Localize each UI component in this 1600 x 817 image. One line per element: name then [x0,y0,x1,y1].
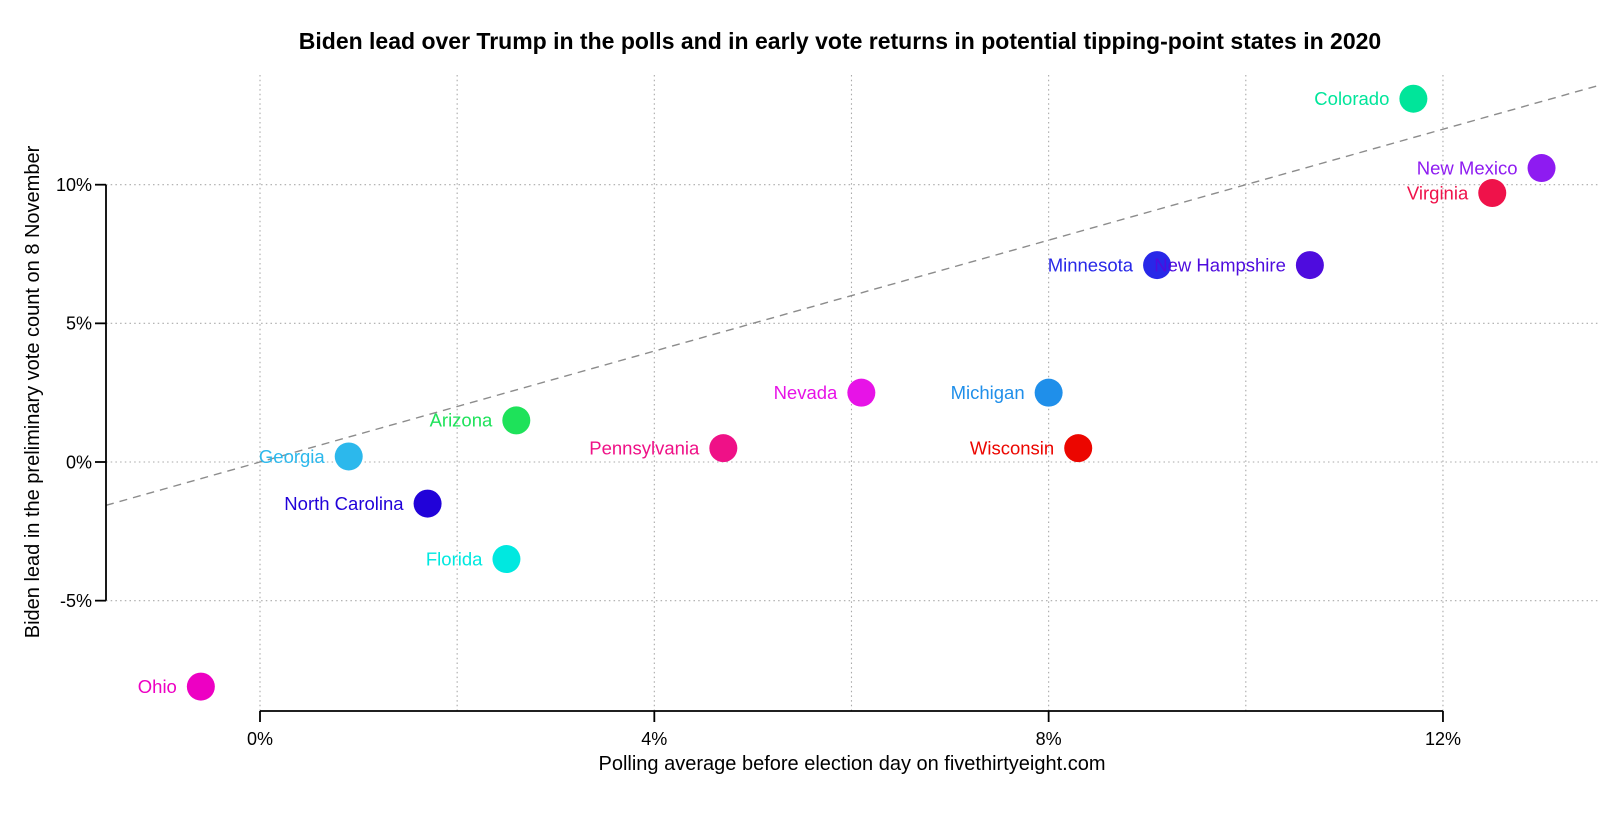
point-label-arizona: Arizona [430,410,493,431]
data-point-arizona [502,406,531,435]
y-tick-label: 10% [56,175,92,195]
y-tick-label: -5% [60,591,92,611]
x-axis-title: Polling average before election day on f… [599,753,1106,775]
chart-title: Biden lead over Trump in the polls and i… [299,28,1381,54]
point-label-nevada: Nevada [774,382,838,403]
point-label-ohio: Ohio [138,676,177,697]
point-label-pennsylvania: Pennsylvania [589,437,700,458]
data-point-virginia [1478,179,1507,208]
data-points [186,84,1556,701]
data-point-new-hampshire [1295,251,1324,280]
point-label-michigan: Michigan [951,382,1025,403]
identity-line [105,84,1600,506]
data-point-florida [492,545,521,574]
data-point-nevada [847,378,876,407]
data-point-colorado [1399,84,1428,113]
point-labels: Ohio Georgia North Carolina Florida Arizona P… [138,88,1518,697]
data-point-north-carolina [413,489,442,518]
axes [95,183,1444,722]
y-tick-label: 0% [66,452,92,472]
data-point-georgia [334,442,363,471]
point-label-colorado: Colorado [1314,88,1389,109]
identity-reference-line [105,84,1600,506]
data-point-new-mexico [1527,154,1556,183]
point-label-new-hampshire: New Hampshire [1154,254,1286,275]
data-point-wisconsin [1064,434,1093,463]
axis-tick-labels: 0% 4% 8% 12% -5% 0% 5% 10% [56,175,1461,749]
point-label-minnesota: Minnesota [1048,254,1134,275]
x-tick-label: 8% [1036,729,1062,749]
data-point-pennsylvania [709,434,738,463]
data-point-ohio [186,672,215,701]
point-label-new-mexico: New Mexico [1417,157,1518,178]
point-label-virginia: Virginia [1407,182,1469,203]
y-tick-label: 5% [66,314,92,334]
data-point-minnesota [1143,251,1172,280]
point-label-wisconsin: Wisconsin [970,437,1054,458]
x-tick-label: 4% [641,729,667,749]
x-tick-label: 12% [1425,729,1461,749]
point-label-georgia: Georgia [259,446,326,467]
y-axis-title: Biden lead in the preliminary vote count… [22,145,44,638]
point-label-north-carolina: North Carolina [284,493,404,514]
data-point-michigan [1034,378,1063,407]
x-tick-label: 0% [247,729,273,749]
point-label-florida: Florida [426,548,483,569]
